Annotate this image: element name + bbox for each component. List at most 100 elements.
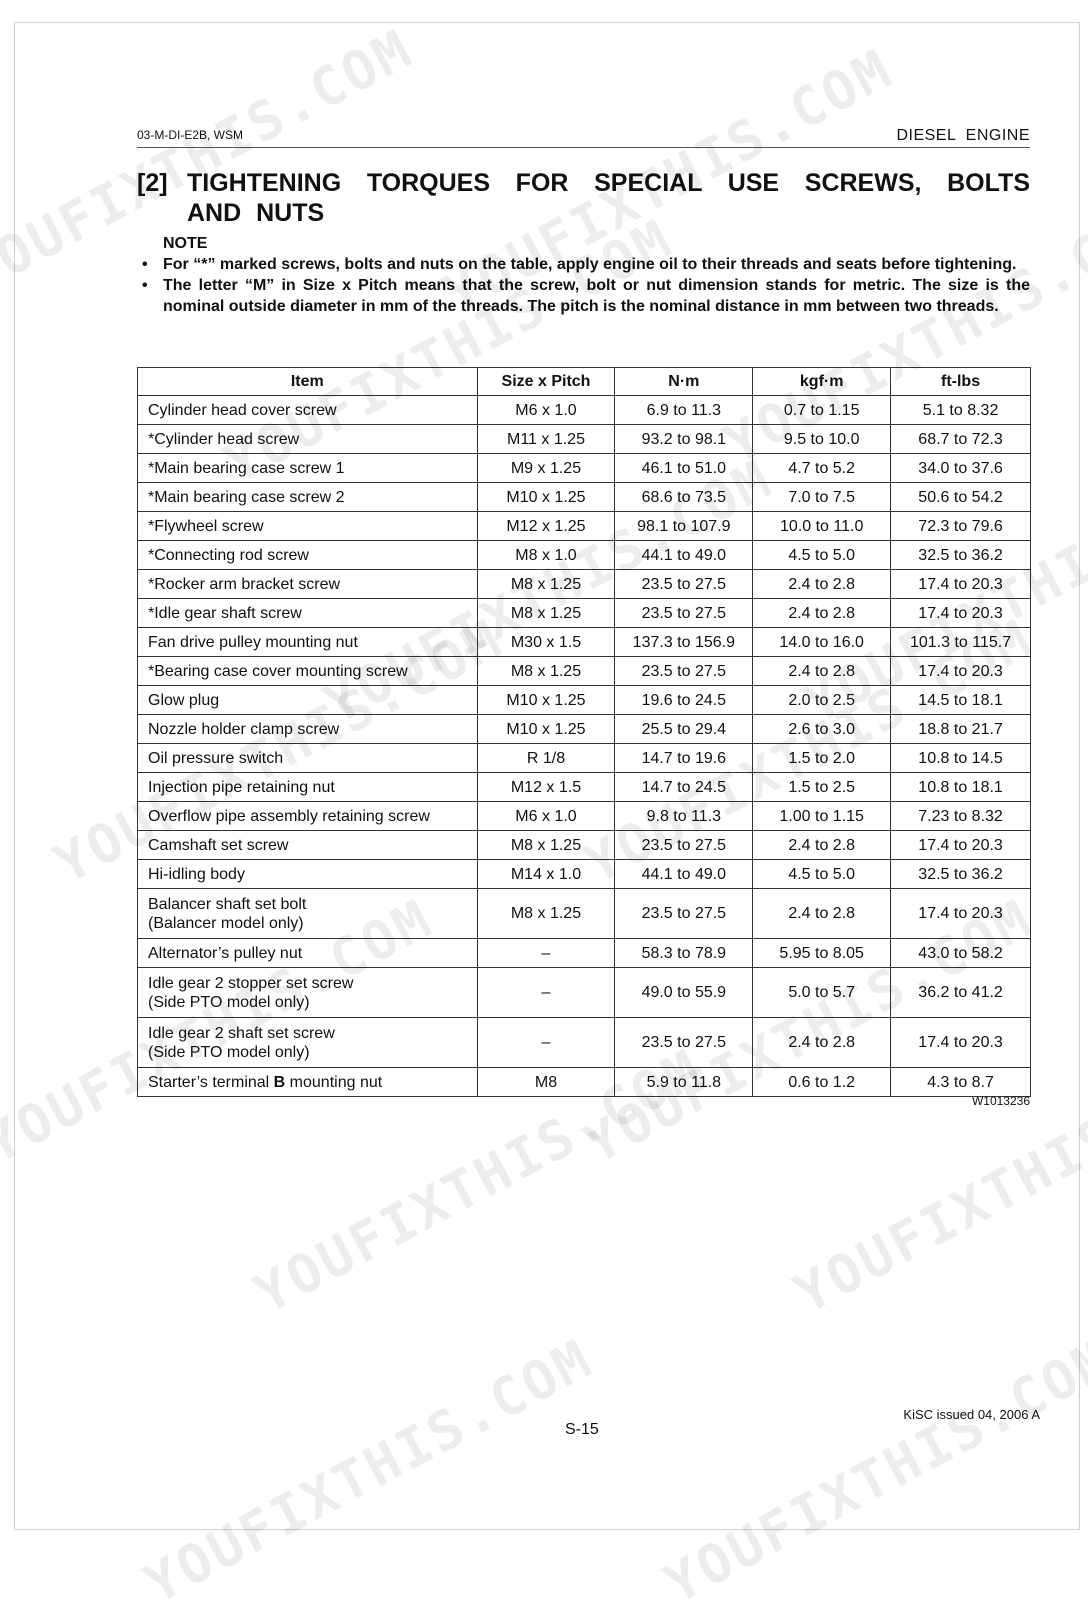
- size-cell: M30 x 1.5: [476, 627, 616, 657]
- nm-cell: 23.5 to 27.5: [614, 888, 754, 939]
- nm-cell: 5.9 to 11.8: [614, 1067, 754, 1097]
- item-cell: *Rocker arm bracket screw: [137, 569, 478, 599]
- size-cell: M12 x 1.25: [476, 511, 616, 541]
- item-name: Nozzle holder clamp screw: [148, 720, 340, 738]
- item-cell: Hi-idling body: [137, 859, 478, 889]
- item-name: *Bearing case cover mounting screw: [148, 662, 408, 680]
- section-title: DIESEL ENGINE: [896, 127, 1030, 144]
- item-cell: Oil pressure switch: [137, 743, 478, 773]
- kgfm-cell: 2.4 to 2.8: [752, 888, 892, 939]
- kgfm-cell: 2.4 to 2.8: [752, 1017, 892, 1068]
- kgfm-cell: 2.4 to 2.8: [752, 830, 892, 860]
- kgfm-cell: 2.4 to 2.8: [752, 569, 892, 599]
- item-name: Idle gear 2 shaft set screw: [148, 1024, 335, 1042]
- size-cell: –: [476, 967, 616, 1018]
- kgfm-cell: 9.5 to 10.0: [752, 424, 892, 454]
- kgfm-cell: 2.4 to 2.8: [752, 598, 892, 628]
- item-cell: Overflow pipe assembly retaining screw: [137, 801, 478, 831]
- table-row: Overflow pipe assembly retaining screw M6…: [137, 801, 1031, 831]
- ftlbs-cell: 32.5 to 36.2: [890, 859, 1031, 889]
- title-text: TIGHTENING TORQUES FOR SPECIAL USE SCREW…: [187, 169, 1030, 227]
- note-item: • The letter “M” in Size x Pitch means th…: [142, 277, 1030, 315]
- size-cell: M12 x 1.5: [476, 772, 616, 802]
- nm-cell: 44.1 to 49.0: [614, 540, 754, 570]
- kgfm-cell: 7.0 to 7.5: [752, 482, 892, 512]
- note-list: • For “*” marked screws, bolts and nuts o…: [140, 254, 1030, 317]
- ftlbs-cell: 17.4 to 20.3: [890, 830, 1031, 860]
- note-text: The letter “M” in Size x Pitch means tha…: [163, 277, 1030, 315]
- item-name-suffix: mounting nut: [285, 1073, 383, 1091]
- column-header: Item: [137, 367, 478, 396]
- ftlbs-cell: 68.7 to 72.3: [890, 424, 1031, 454]
- ftlbs-cell: 10.8 to 18.1: [890, 772, 1031, 802]
- item-name: Overflow pipe assembly retaining screw: [148, 807, 430, 825]
- item-name: *Flywheel screw: [148, 517, 264, 535]
- nm-cell: 6.9 to 11.3: [614, 395, 754, 425]
- kgfm-cell: 14.0 to 16.0: [752, 627, 892, 657]
- nm-cell: 23.5 to 27.5: [614, 656, 754, 686]
- table-row: Starter’s terminal B mounting nut M8 5.9 t…: [137, 1067, 1031, 1097]
- item-cell: *Main bearing case screw 2: [137, 482, 478, 512]
- table-row: *Main bearing case screw 1 M9 x 1.25 46.1 …: [137, 453, 1031, 483]
- note-text: For “*” marked screws, bolts and nuts on…: [163, 256, 1017, 273]
- ftlbs-cell: 50.6 to 54.2: [890, 482, 1031, 512]
- table-row: Camshaft set screw M8 x 1.25 23.5 to 27.5 2…: [137, 830, 1031, 860]
- ftlbs-cell: 4.3 to 8.7: [890, 1067, 1031, 1097]
- size-cell: –: [476, 1017, 616, 1068]
- table-row: *Cylinder head screw M11 x 1.25 93.2 to 98…: [137, 424, 1031, 454]
- table-row: *Main bearing case screw 2 M10 x 1.25 68.6…: [137, 482, 1031, 512]
- header-rule: [137, 147, 1030, 148]
- column-header: ft-lbs: [890, 367, 1031, 396]
- item-cell: *Flywheel screw: [137, 511, 478, 541]
- page-number: S-15: [565, 1421, 599, 1438]
- kgfm-cell: 0.7 to 1.15: [752, 395, 892, 425]
- size-cell: M8: [476, 1067, 616, 1097]
- item-name: Starter’s terminal: [148, 1073, 274, 1091]
- size-cell: M8 x 1.25: [476, 569, 616, 599]
- nm-cell: 137.3 to 156.9: [614, 627, 754, 657]
- table-row: Nozzle holder clamp screw M10 x 1.25 25.5 …: [137, 714, 1031, 744]
- item-cell: *Idle gear shaft screw: [137, 598, 478, 628]
- kgfm-cell: 10.0 to 11.0: [752, 511, 892, 541]
- terminal-label: B: [273, 1073, 286, 1091]
- table-header-row: Item Size x Pitch N·m kgf·m ft-lbs: [137, 367, 1031, 396]
- ftlbs-cell: 36.2 to 41.2: [890, 967, 1031, 1018]
- size-cell: M10 x 1.25: [476, 685, 616, 715]
- size-cell: M8 x 1.25: [476, 598, 616, 628]
- item-name: *Idle gear shaft screw: [148, 604, 302, 622]
- ftlbs-cell: 72.3 to 79.6: [890, 511, 1031, 541]
- kgfm-cell: 1.5 to 2.0: [752, 743, 892, 773]
- item-name: Alternator’s pulley nut: [148, 944, 303, 962]
- document-code: 03-M-DI-E2B, WSM: [137, 128, 244, 142]
- ftlbs-cell: 10.8 to 14.5: [890, 743, 1031, 773]
- size-cell: M8 x 1.25: [476, 656, 616, 686]
- table-row: Glow plug M10 x 1.25 19.6 to 24.5 2.0 to 2.…: [137, 685, 1031, 715]
- item-name: Hi-idling body: [148, 865, 245, 883]
- page-frame: [14, 22, 1080, 1530]
- item-note: (Side PTO model only): [148, 1043, 310, 1061]
- ftlbs-cell: 34.0 to 37.6: [890, 453, 1031, 483]
- ftlbs-cell: 14.5 to 18.1: [890, 685, 1031, 715]
- nm-cell: 93.2 to 98.1: [614, 424, 754, 454]
- ftlbs-cell: 7.23 to 8.32: [890, 801, 1031, 831]
- column-header: Size x Pitch: [476, 367, 616, 396]
- table-row: *Rocker arm bracket screw M8 x 1.25 23.5 t…: [137, 569, 1031, 599]
- table-row: Idle gear 2 stopper set screw (Side PTO m…: [137, 967, 1031, 1018]
- item-name: Camshaft set screw: [148, 836, 289, 854]
- ftlbs-cell: 17.4 to 20.3: [890, 888, 1031, 939]
- item-name: Idle gear 2 stopper set screw: [148, 974, 354, 992]
- nm-cell: 46.1 to 51.0: [614, 453, 754, 483]
- nm-cell: 23.5 to 27.5: [614, 830, 754, 860]
- nm-cell: 23.5 to 27.5: [614, 598, 754, 628]
- item-cell: *Cylinder head screw: [137, 424, 478, 454]
- table-row: Balancer shaft set bolt (Balancer model o…: [137, 888, 1031, 939]
- nm-cell: 25.5 to 29.4: [614, 714, 754, 744]
- section-number: [2]: [137, 169, 168, 197]
- size-cell: M9 x 1.25: [476, 453, 616, 483]
- size-cell: M6 x 1.0: [476, 801, 616, 831]
- item-name: Fan drive pulley mounting nut: [148, 633, 358, 651]
- item-cell: Idle gear 2 shaft set screw (Side PTO mod…: [137, 1017, 478, 1068]
- item-cell: Balancer shaft set bolt (Balancer model o…: [137, 888, 478, 939]
- kgfm-cell: 2.4 to 2.8: [752, 656, 892, 686]
- torque-table: Item Size x Pitch N·m kgf·m ft-lbs Cylin…: [137, 367, 1031, 1097]
